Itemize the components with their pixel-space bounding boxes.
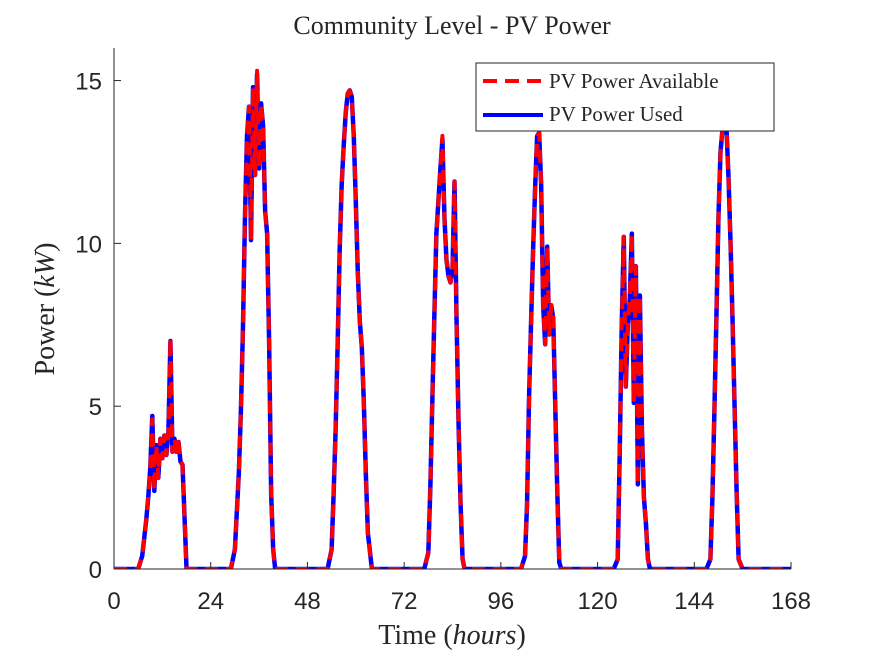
x-ticks: 0 24 48 72 96 120 144 168 <box>107 562 811 615</box>
y-axis-label-text: Power <box>30 297 61 376</box>
y-axis-label: Power (kW) <box>30 243 61 376</box>
y-axis-label-open-paren: ( <box>30 288 61 297</box>
x-tick-label: 144 <box>674 588 714 615</box>
x-tick-label: 24 <box>197 588 224 615</box>
y-axis-label-close-paren: ) <box>30 243 61 252</box>
x-axis-label-open-paren: ( <box>443 620 452 651</box>
x-axis-label: Time (hours) <box>378 620 526 651</box>
series-layer <box>114 68 791 569</box>
x-axis-label-close-paren: ) <box>516 620 525 651</box>
x-axis-label-unit: hours <box>453 620 517 651</box>
legend-label-used: PV Power Used <box>549 102 683 126</box>
x-axis-label-text: Time <box>378 620 443 651</box>
x-tick-label: 72 <box>391 588 418 615</box>
legend-box <box>475 62 775 132</box>
y-ticks: 0 5 10 15 <box>75 69 121 584</box>
x-tick-label: 168 <box>771 588 811 615</box>
y-tick-label: 15 <box>75 69 102 96</box>
legend-label-available: PV Power Available <box>549 69 719 93</box>
x-tick-label: 96 <box>488 588 515 615</box>
y-tick-label: 10 <box>75 231 102 258</box>
series-line-pv-power-used <box>114 71 791 569</box>
series-line-pv-power-available <box>114 68 791 569</box>
y-tick-label: 5 <box>89 394 102 421</box>
legend: PV Power Available PV Power Used <box>475 62 775 132</box>
chart-title: Community Level - PV Power <box>293 11 611 40</box>
y-tick-label: 0 <box>89 557 102 584</box>
y-axis-label-unit: kW <box>30 249 61 287</box>
x-tick-label: 120 <box>578 588 618 615</box>
x-tick-label: 0 <box>107 588 120 615</box>
x-tick-label: 48 <box>294 588 321 615</box>
plot-area: 0 24 48 72 96 120 144 168 0 5 10 15 <box>75 48 811 615</box>
